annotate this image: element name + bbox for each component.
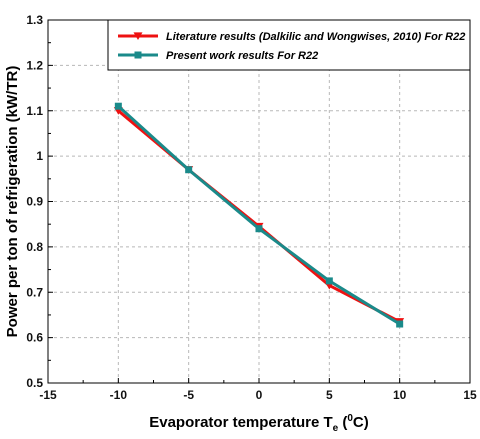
legend-box bbox=[107, 19, 471, 71]
legend-swatch-marker bbox=[134, 51, 142, 59]
x-tick-label: -10 bbox=[110, 388, 128, 402]
y-axis-title: Power per ton of refrigeration (kW/TR) bbox=[4, 66, 21, 338]
data-point bbox=[255, 225, 263, 233]
x-tick-label: -5 bbox=[183, 388, 194, 402]
y-tick-label: 1.1 bbox=[26, 104, 43, 118]
legend-item: Literature results (Dalkilic and Wongwis… bbox=[118, 31, 465, 43]
x-axis-title: Evaporator temperature Te (0C) bbox=[149, 413, 369, 434]
data-point bbox=[114, 102, 122, 110]
data-point bbox=[325, 277, 333, 285]
y-tick-label: 1 bbox=[36, 149, 43, 163]
legend-label: Literature results (Dalkilic and Wongwis… bbox=[166, 31, 465, 43]
x-tick-label: 5 bbox=[326, 388, 333, 402]
x-tick-label: 0 bbox=[256, 388, 263, 402]
legend-item: Present work results For R22 bbox=[118, 50, 318, 62]
y-tick-label: 0.9 bbox=[26, 195, 43, 209]
grid bbox=[48, 20, 470, 383]
data-point bbox=[185, 166, 193, 174]
y-tick-label: 0.5 bbox=[26, 376, 43, 390]
x-axis-title-main: Evaporator temperature T bbox=[149, 414, 332, 431]
y-tick-label: 1.2 bbox=[26, 58, 43, 72]
x-axis-title-subscript: e bbox=[333, 423, 339, 434]
legend-swatch-marker bbox=[133, 32, 143, 41]
x-tick-label: -15 bbox=[39, 388, 57, 402]
y-tick-label: 0.8 bbox=[26, 240, 43, 254]
y-tick-label: 0.6 bbox=[26, 331, 43, 345]
x-axis-title-open: ( bbox=[338, 414, 347, 431]
x-tick-label: 15 bbox=[463, 388, 477, 402]
data-point bbox=[396, 320, 404, 328]
y-axis-ticks: 0.5 0.6 0.7 0.8 0.9 1 1.1 1.2 1.3 bbox=[26, 13, 53, 390]
legend-label: Present work results For R22 bbox=[166, 50, 318, 62]
x-axis-title-superscript: 0 bbox=[347, 413, 353, 424]
x-axis-ticks: -15 -10 -5 0 5 10 15 bbox=[39, 378, 477, 402]
y-tick-label: 0.7 bbox=[26, 285, 43, 299]
x-tick-label: 10 bbox=[393, 388, 407, 402]
series-layer bbox=[113, 102, 405, 328]
y-tick-label: 1.3 bbox=[26, 13, 43, 27]
series-2 bbox=[114, 102, 404, 328]
x-axis-title-unit: C) bbox=[353, 414, 369, 431]
legend: Literature results (Dalkilic and Wongwis… bbox=[107, 19, 471, 71]
